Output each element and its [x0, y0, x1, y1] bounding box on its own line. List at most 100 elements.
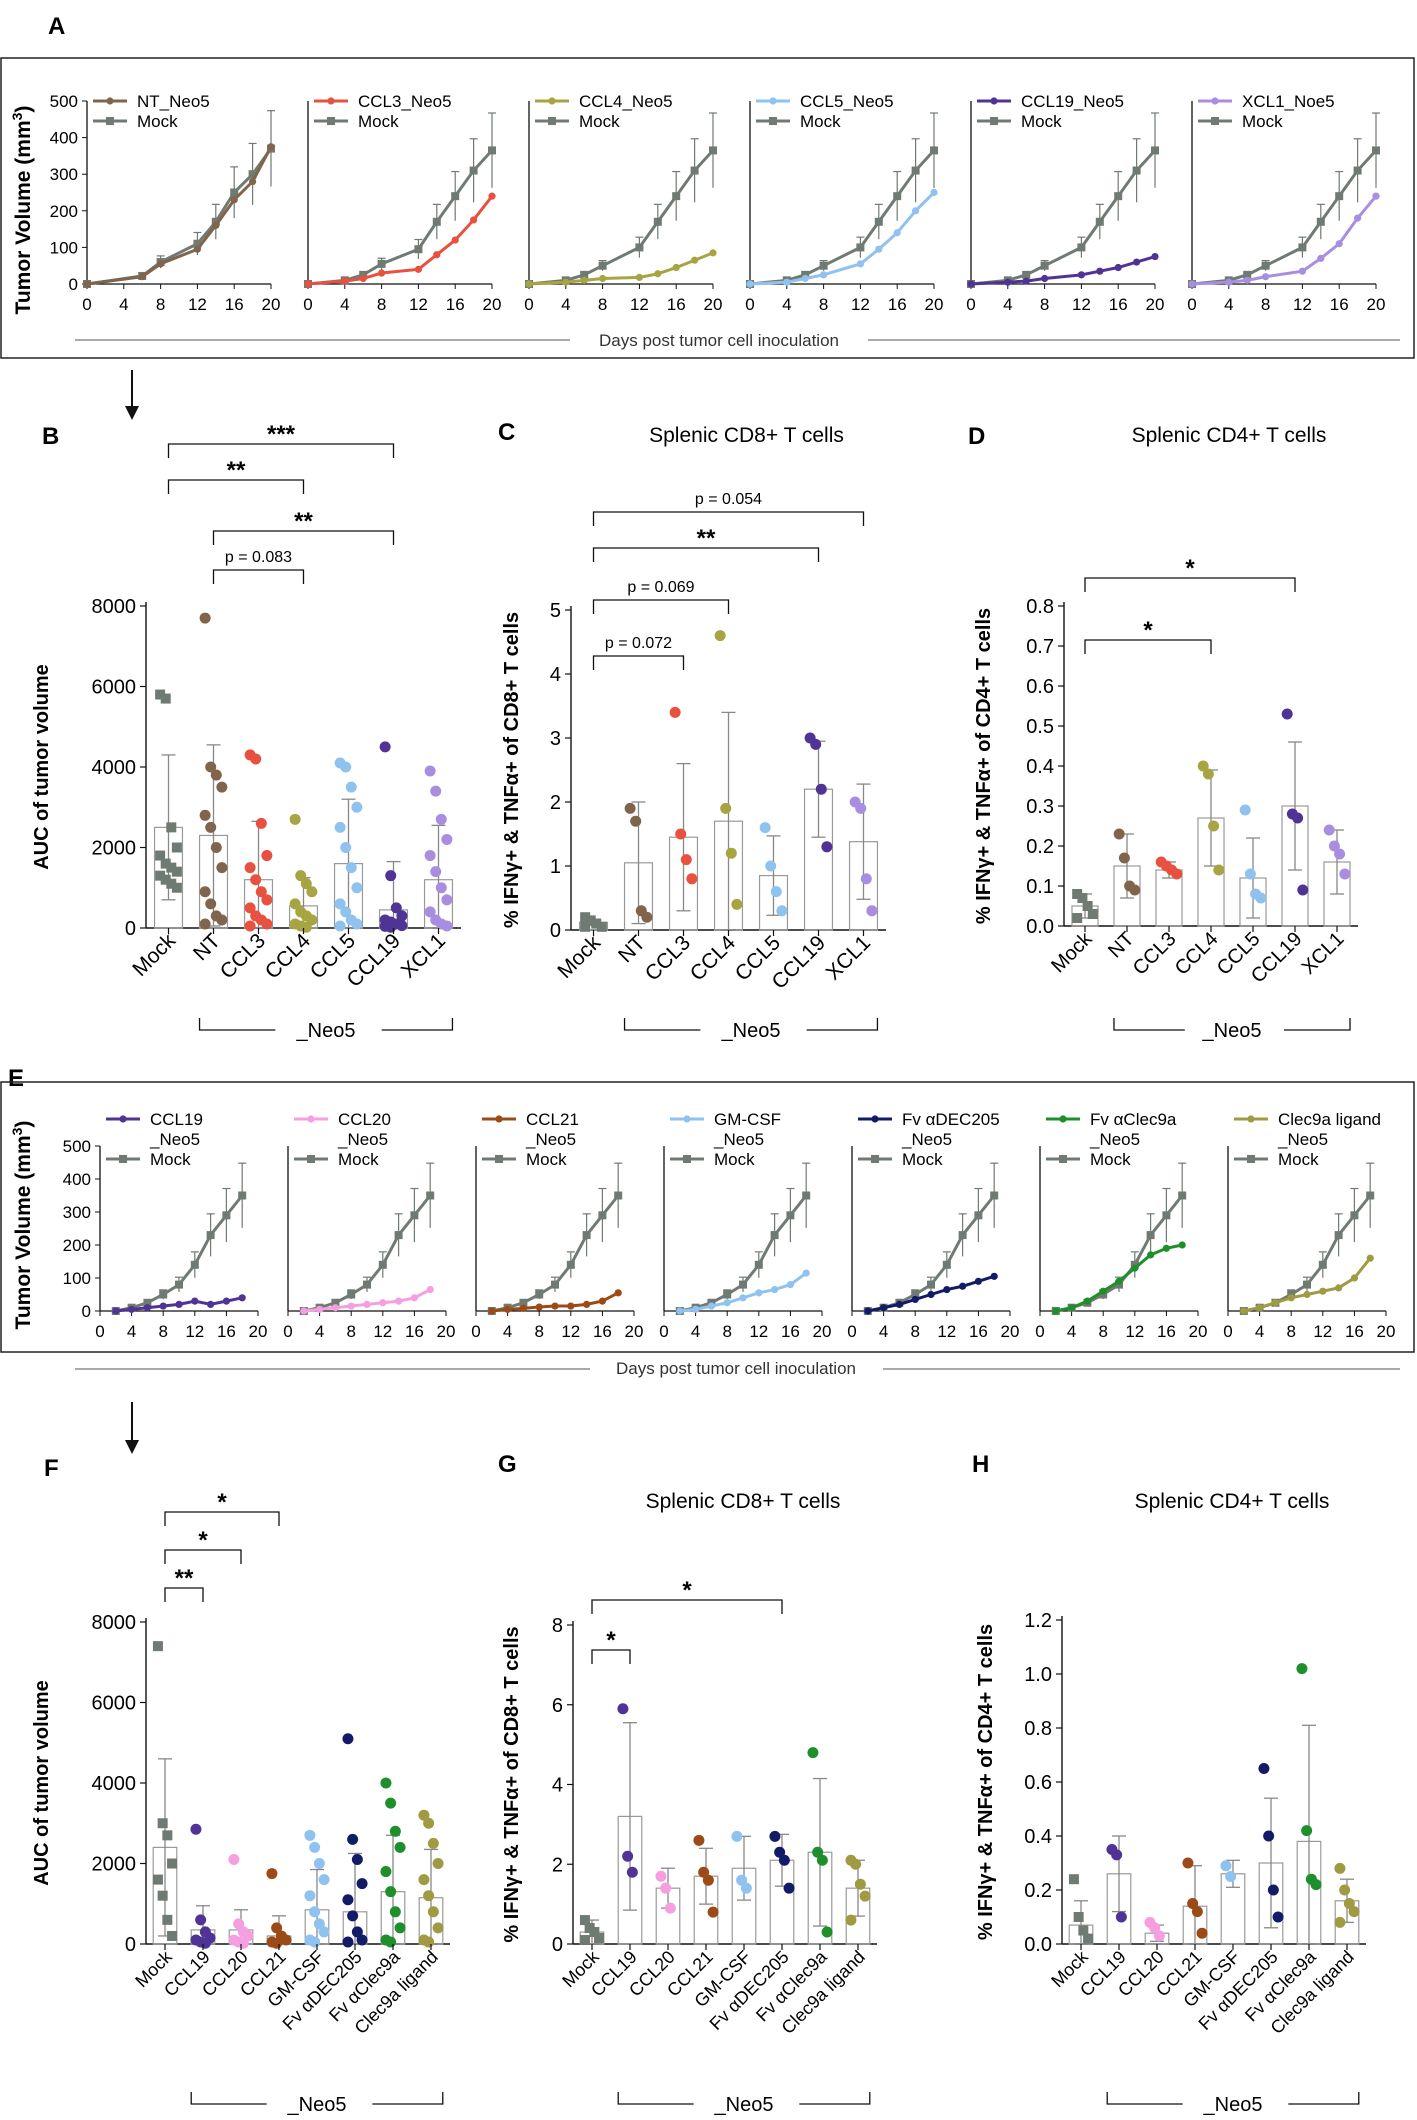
data-point — [157, 1890, 168, 1901]
data-point — [702, 1874, 714, 1886]
data-point — [128, 1305, 136, 1313]
data-point — [210, 769, 222, 781]
data-point — [426, 1285, 434, 1294]
x-tick-label: 12 — [409, 295, 428, 314]
data-point — [351, 882, 363, 894]
significance-bracket — [167, 443, 395, 458]
y-tick-label: 500 — [50, 92, 78, 111]
legend-label: Mock — [800, 112, 841, 131]
data-point — [351, 1853, 363, 1865]
data-point — [423, 1936, 435, 1948]
data-point — [441, 894, 453, 906]
data-point — [740, 1882, 752, 1894]
legend-marker — [769, 117, 777, 125]
data-point — [166, 878, 177, 889]
panel-e-xlabel: Days post tumor cell inoculation — [616, 1359, 856, 1378]
legend-label: CCL21 — [526, 1110, 579, 1129]
y-tick-label: 0 — [552, 1934, 563, 1956]
y-tick-label: 6 — [552, 1695, 563, 1717]
data-point — [313, 1918, 325, 1930]
x-tick-label: 12 — [1313, 1322, 1332, 1341]
data-point — [280, 1934, 292, 1946]
data-point — [1366, 1191, 1375, 1200]
x-tick-label: XCL1 — [397, 929, 450, 982]
data-point — [488, 192, 496, 200]
group-bracket-left — [1113, 1018, 1185, 1031]
data-point — [152, 1641, 163, 1652]
group-bracket-right — [381, 1018, 454, 1031]
significance-label: ** — [294, 508, 313, 535]
data-point — [1111, 1849, 1123, 1861]
legend-label: Mock — [526, 1150, 567, 1169]
data-point — [1244, 868, 1256, 880]
legend-label: Mock — [150, 1150, 191, 1169]
legend-label: Mock — [902, 1150, 943, 1169]
data-point — [1162, 1211, 1171, 1220]
significance-bracket — [592, 511, 865, 526]
group-label: _Neo5 — [714, 2094, 774, 2116]
data-point — [155, 850, 166, 861]
data-point — [199, 612, 211, 624]
group-bracket-left — [623, 1018, 701, 1031]
panel-e-frame — [0, 1081, 1415, 1353]
legend-label: CCL4_Neo5 — [579, 92, 673, 111]
data-point — [1208, 820, 1220, 832]
data-point — [812, 1846, 824, 1858]
data-point — [261, 918, 273, 930]
data-point — [893, 229, 901, 237]
data-point — [160, 858, 171, 869]
data-point — [266, 1868, 278, 1880]
panel-label-c: C — [498, 419, 515, 446]
y-tick-label: 8000 — [92, 1612, 137, 1634]
y-axis-label: AUC of tumor volume — [31, 1680, 53, 1886]
data-point — [396, 910, 408, 922]
legend-marker — [769, 97, 777, 105]
x-tick-label: 8 — [158, 1322, 167, 1341]
data-point — [359, 274, 367, 283]
data-point — [143, 1298, 152, 1307]
x-tick-label: 12 — [561, 1322, 580, 1341]
data-point — [617, 1703, 629, 1715]
data-point — [1191, 1906, 1203, 1918]
data-point — [351, 918, 363, 930]
y-tick-label: 1.0 — [1024, 1664, 1052, 1686]
data-point — [331, 1298, 340, 1307]
data-point — [990, 1272, 998, 1280]
data-point — [1077, 271, 1085, 279]
significance-bracket — [591, 1599, 783, 1614]
data-point — [340, 761, 352, 773]
data-point — [488, 146, 496, 155]
x-tick-label: 12 — [1072, 295, 1091, 314]
legend-label: Mock — [579, 112, 620, 131]
data-point — [410, 1294, 418, 1302]
y-axis-label: % IFNγ+ & TNFα+ of CD4+ T cells — [973, 608, 995, 924]
data-point — [959, 1282, 967, 1290]
series-line-mock — [86, 147, 273, 286]
data-point — [551, 1302, 559, 1310]
data-point — [690, 166, 699, 175]
data-point — [1292, 812, 1304, 824]
data-point — [676, 1307, 684, 1315]
data-point — [356, 1934, 368, 1946]
data-point — [379, 741, 391, 753]
data-point — [159, 1290, 168, 1299]
data-point — [692, 1305, 700, 1313]
data-point — [850, 1858, 862, 1870]
arrow-a-to-b — [125, 370, 139, 420]
data-point — [378, 269, 386, 277]
legend-marker — [307, 1155, 315, 1163]
x-tick-label: 8 — [1261, 295, 1270, 314]
data-point — [347, 1290, 356, 1299]
data-point — [859, 1890, 871, 1902]
legend-marker — [1211, 117, 1219, 125]
x-tick-label: 8 — [910, 1322, 919, 1341]
data-point — [770, 1231, 779, 1240]
data-point — [714, 630, 726, 642]
x-tick-label: NT — [189, 929, 225, 965]
data-point — [378, 1260, 387, 1269]
data-point — [394, 1231, 403, 1240]
legend-label: _Neo5 — [337, 1130, 388, 1149]
